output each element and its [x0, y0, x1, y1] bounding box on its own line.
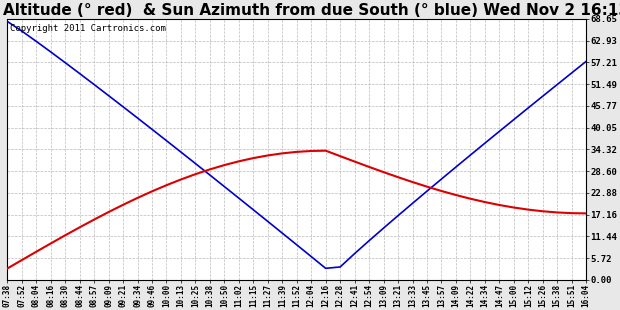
Title: Sun Altitude (° red)  & Sun Azimuth from due South (° blue) Wed Nov 2 16:13: Sun Altitude (° red) & Sun Azimuth from … — [0, 3, 620, 18]
Text: Copyright 2011 Cartronics.com: Copyright 2011 Cartronics.com — [10, 24, 166, 33]
